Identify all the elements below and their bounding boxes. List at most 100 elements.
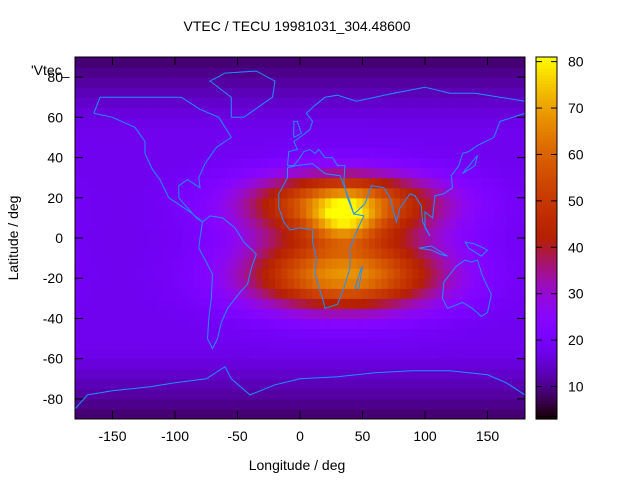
heatmap-cell [75,157,82,169]
heatmap-cell [212,238,220,249]
heatmap-cell [75,388,82,400]
heatmap-cell [362,207,370,219]
heatmap-cell [475,398,482,410]
heatmap-cell [362,378,370,390]
heatmap-cell [156,147,164,159]
colorbar-band [536,144,557,149]
heatmap-cell [193,197,201,209]
heatmap-cell [118,67,126,78]
heatmap-cell [350,167,357,179]
heatmap-cell [318,288,326,299]
heatmap-cell [343,298,351,309]
heatmap-cell [387,127,395,139]
heatmap-cell [293,268,301,279]
heatmap-cell [318,227,326,239]
heatmap-cell [150,227,157,239]
heatmap-cell [206,217,214,229]
heatmap-cell [181,358,189,370]
heatmap-cell [262,97,270,108]
heatmap-cell [75,197,82,209]
heatmap-cell [112,107,120,118]
heatmap-cell [231,177,239,189]
heatmap-cell [418,197,426,209]
heatmap-cell [431,77,439,88]
heatmap-cell [418,328,426,340]
heatmap-cell [475,137,482,149]
y-tick-label: -20 [43,270,63,286]
heatmap-cell [512,338,520,350]
heatmap-cell [393,77,401,88]
colorbar-band [536,250,557,254]
heatmap-cell [493,298,501,309]
heatmap-cell [268,77,276,88]
heatmap-cell [325,308,332,320]
heatmap-cell [231,338,239,350]
heatmap-cell [275,107,282,118]
heatmap-cell [362,388,370,400]
heatmap-cell [512,258,520,269]
heatmap-cell [162,227,170,239]
colorbar-band [536,388,557,393]
heatmap-cell [293,328,301,340]
heatmap-cell [81,87,89,98]
heatmap-cell [481,348,489,360]
heatmap-cell [393,338,401,350]
heatmap-cell [512,77,520,88]
heatmap-cell [356,358,364,370]
heatmap-cell [456,107,464,118]
heatmap-cell [512,278,520,289]
heatmap-cell [356,197,364,209]
heatmap-cell [356,238,364,249]
colorbar-band [536,364,557,369]
heatmap-cell [462,408,470,419]
heatmap-cell [256,378,264,390]
heatmap-cell [481,278,489,289]
heatmap-cell [318,248,326,259]
heatmap-cell [343,137,351,149]
heatmap-cell [281,378,289,390]
heatmap-cell [443,298,451,309]
heatmap-cell [75,238,82,249]
heatmap-cell [412,398,420,410]
heatmap-cell [118,408,126,419]
heatmap-cell [93,268,101,279]
heatmap-cell [162,268,170,279]
heatmap-cell [337,97,345,108]
heatmap-cell [518,187,525,199]
heatmap-cell [306,167,314,179]
heatmap-cell [75,258,82,269]
colorbar-band [536,180,557,185]
heatmap-cell [443,378,451,390]
heatmap-cell [512,227,520,239]
heatmap-cell [300,318,307,330]
heatmap-cell [343,167,351,179]
heatmap-cell [212,117,220,128]
heatmap-cell [450,157,457,169]
heatmap-cell [343,278,351,289]
heatmap-cell [156,227,164,239]
heatmap-cell [118,358,126,370]
colorbar-band [536,222,557,227]
heatmap-cell [381,318,389,330]
heatmap-cell [143,97,151,108]
heatmap-cell [250,308,257,320]
heatmap-cell [343,388,351,400]
heatmap-cell [475,238,482,249]
heatmap-cell [462,57,470,68]
heatmap-cell [443,67,451,78]
heatmap-cell [337,197,345,209]
heatmap-cell [475,197,482,209]
heatmap-cell [243,318,251,330]
heatmap-cell [406,368,414,380]
heatmap-cell [500,227,507,239]
heatmap-cell [362,77,370,88]
heatmap-cell [118,378,126,390]
heatmap-cell [431,147,439,159]
heatmap-cell [212,227,220,239]
heatmap-cell [300,57,307,68]
heatmap-cell [493,137,501,149]
heatmap-cell [237,107,245,118]
heatmap-cell [81,318,89,330]
heatmap-cell [418,137,426,149]
heatmap-cell [437,217,445,229]
